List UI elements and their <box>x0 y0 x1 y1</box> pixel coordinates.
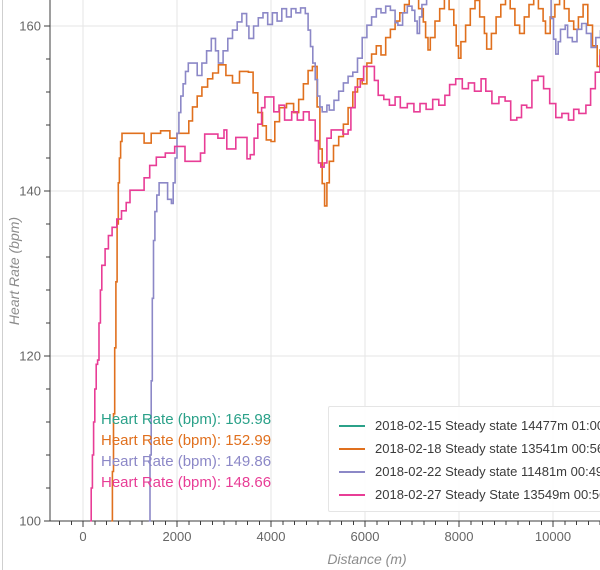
legend-line-swatch <box>339 424 365 427</box>
series-line-2018-02-22 <box>148 0 600 522</box>
series-line-2018-02-27 <box>90 54 600 522</box>
x-tick-label: 4000 <box>257 529 286 544</box>
legend-line-swatch <box>339 493 365 496</box>
y-tick-label: 120 <box>19 349 41 364</box>
average-hr-label-1: Heart Rate (bpm): 165.98 <box>101 411 272 428</box>
x-tick-label: 6000 <box>351 529 380 544</box>
x-axis-title: Distance (m) <box>327 551 407 567</box>
x-tick-label: 10000 <box>535 529 571 544</box>
legend-item-label: 2018-02-18 Steady state 13541m 00:56:0 <box>375 441 600 456</box>
legend-item-label: 2018-02-27 Steady State 13549m 00:56:4 <box>375 487 600 502</box>
average-hr-labels: Heart Rate (bpm): 165.98 Heart Rate (bpm… <box>101 409 271 493</box>
window-edge-line <box>2 0 3 570</box>
y-tick-label: 140 <box>19 184 41 199</box>
series-lines <box>90 0 600 522</box>
axis-ticks <box>44 25 600 527</box>
legend-item-2018-02-22[interactable]: 2018-02-22 Steady state 11481m 00:49:1 <box>329 460 600 483</box>
y-tick-label: 160 <box>19 19 41 34</box>
y-axis-title: Heart Rate (bpm) <box>6 216 22 326</box>
axis-tick-labels: 0 2000 4000 6000 8000 10000 100 120 140 160 <box>19 19 571 545</box>
legend-item-2018-02-18[interactable]: 2018-02-18 Steady state 13541m 00:56:0 <box>329 437 600 460</box>
legend-item-2018-02-15[interactable]: 2018-02-15 Steady state 14477m 01:00:2 <box>329 414 600 437</box>
series-line-2018-02-18 <box>111 0 600 522</box>
legend-line-swatch <box>339 447 365 450</box>
x-tick-label: 0 <box>79 529 86 544</box>
x-tick-label: 2000 <box>163 529 192 544</box>
legend-item-label: 2018-02-15 Steady state 14477m 01:00:2 <box>375 418 600 433</box>
legend-line-swatch <box>339 470 365 473</box>
legend: 2018-02-15 Steady state 14477m 01:00:2 2… <box>328 406 600 512</box>
y-tick-label: 100 <box>19 514 41 529</box>
average-hr-label-2: Heart Rate (bpm): 152.99 <box>101 432 272 449</box>
average-hr-label-3: Heart Rate (bpm): 149.86 <box>101 453 272 470</box>
legend-item-2018-02-27[interactable]: 2018-02-27 Steady State 13549m 00:56:4 <box>329 483 600 506</box>
legend-item-label: 2018-02-22 Steady state 11481m 00:49:1 <box>375 464 600 479</box>
average-hr-label-4: Heart Rate (bpm): 148.66 <box>101 474 272 491</box>
x-tick-label: 8000 <box>445 529 474 544</box>
